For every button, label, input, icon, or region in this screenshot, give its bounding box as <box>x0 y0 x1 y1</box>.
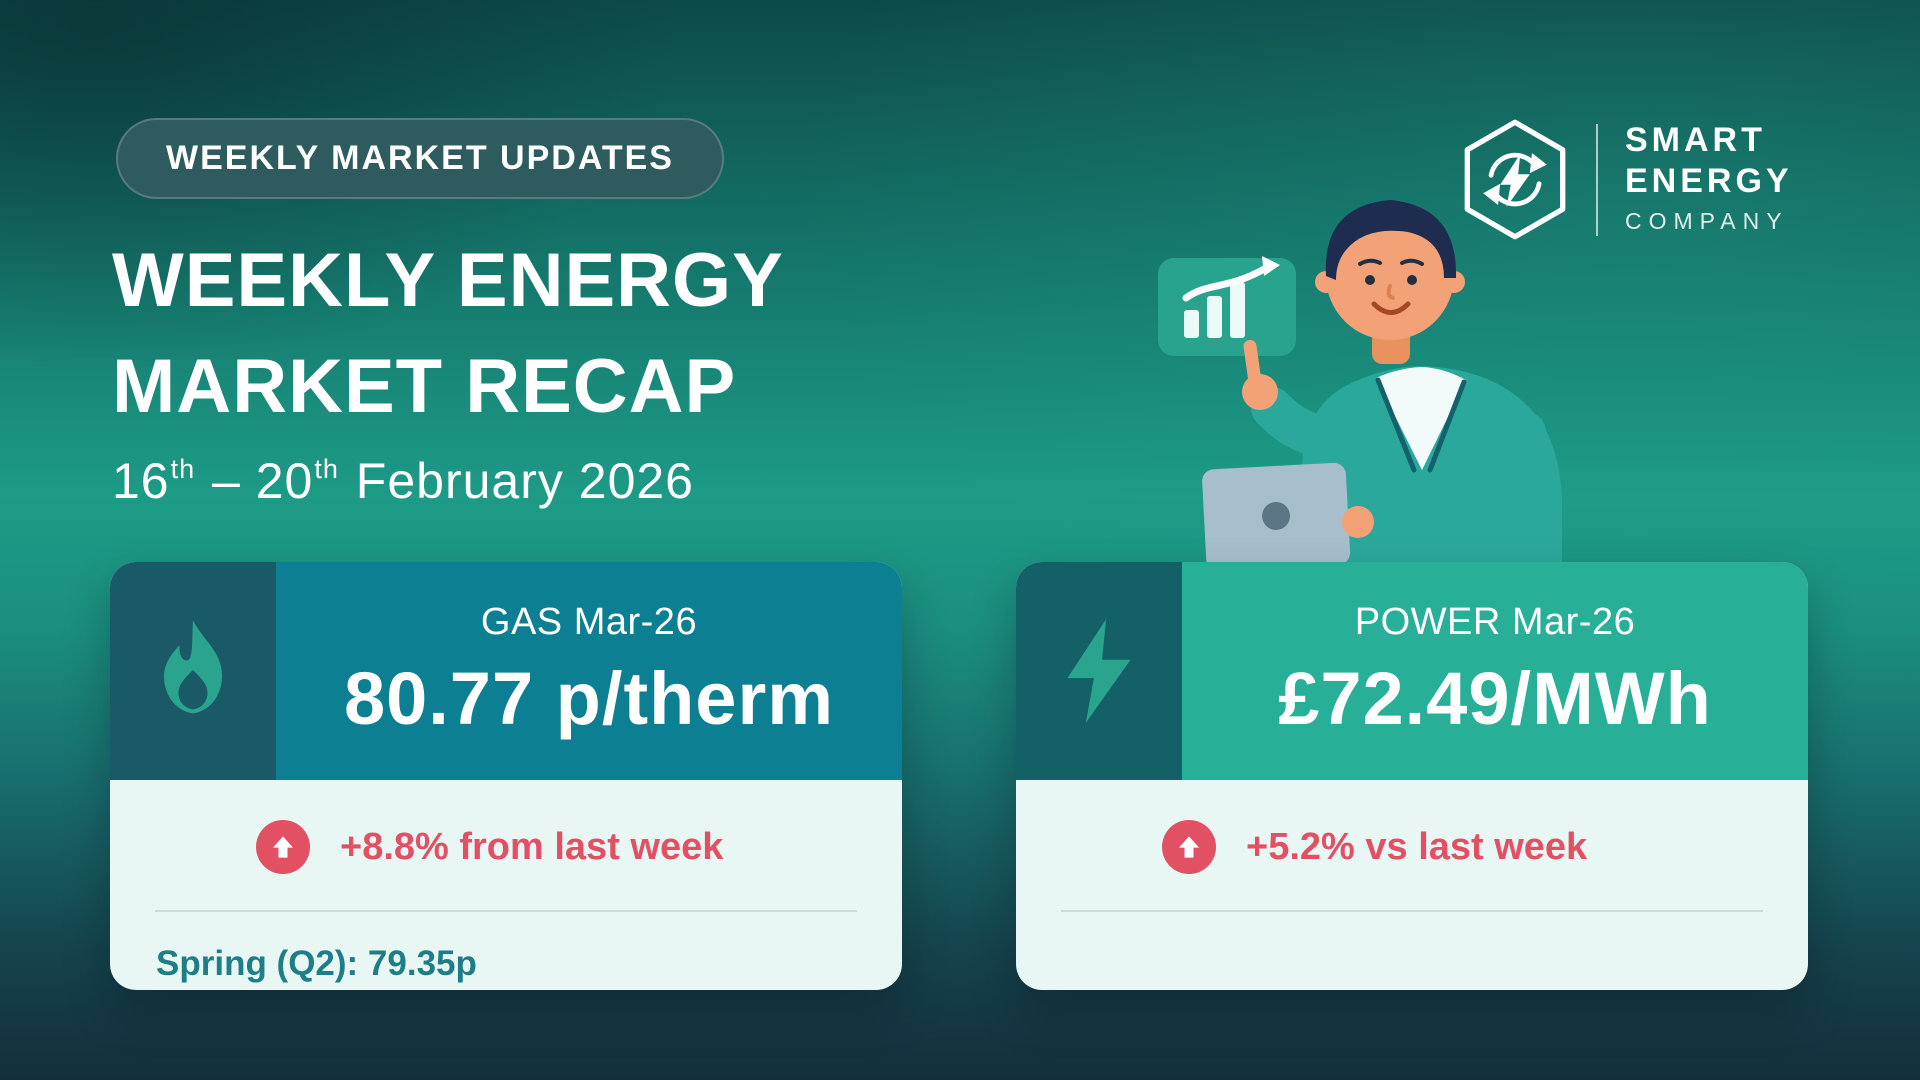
flame-icon <box>163 620 223 714</box>
title-line-2: MARKET RECAP <box>112 344 737 429</box>
power-change-text: +5.2% vs last week <box>1246 825 1588 868</box>
gas-card-header: GAS Mar-26 80.77 p/therm <box>110 562 902 780</box>
chart-icon <box>1158 256 1296 356</box>
power-card-header: POWER Mar-26 £72.49/MWh <box>1016 562 1808 780</box>
date-part: – 20 <box>197 453 314 509</box>
gas-contract-label: GAS Mar-26 <box>480 601 698 643</box>
date-part: February 2026 <box>340 453 694 509</box>
power-icon-cell <box>1016 562 1182 780</box>
up-arrow-glyph <box>273 836 293 858</box>
page-title: WEEKLY ENERGY MARKET RECAP <box>112 228 784 440</box>
date-superscript: th <box>170 454 196 484</box>
power-price-value: £72.49/MWh <box>1278 657 1712 740</box>
power-price-card: POWER Mar-26 £72.49/MWh +5.2% vs last we… <box>1016 562 1808 990</box>
divider <box>155 910 857 912</box>
gas-change-row: +8.8% from last week <box>256 820 902 874</box>
date-range: 16th – 20th February 2026 <box>112 452 694 510</box>
hexagon-bolt-icon <box>1464 119 1566 240</box>
power-contract-label: POWER Mar-26 <box>1354 601 1636 643</box>
power-change-row: +5.2% vs last week <box>1162 820 1808 874</box>
divider <box>1061 910 1763 912</box>
brand-word-company: COMPANY <box>1625 207 1789 234</box>
gas-price-card: GAS Mar-26 80.77 p/therm +8.8% from last… <box>110 562 902 990</box>
man-pointing-at-chart-illustration <box>1158 200 1562 580</box>
weekly-updates-badge: WEEKLY MARKET UPDATES <box>116 118 724 199</box>
laptop <box>1202 462 1351 572</box>
up-arrow-glyph <box>1179 836 1199 858</box>
date-part: 16 <box>112 453 170 509</box>
gas-spring-note: Spring (Q2): 79.35p <box>156 944 477 983</box>
power-card-main: POWER Mar-26 £72.49/MWh <box>1182 562 1808 780</box>
up-arrow-icon <box>1162 820 1216 874</box>
gas-icon-cell <box>110 562 276 780</box>
brand-logo: SMART ENERGY COMPANY <box>1462 118 1793 241</box>
gas-card-main: GAS Mar-26 80.77 p/therm <box>276 562 902 780</box>
up-arrow-icon <box>256 820 310 874</box>
logo-divider <box>1596 123 1598 236</box>
bolt-icon <box>1067 619 1131 723</box>
brand-word-energy: ENERGY <box>1625 161 1793 200</box>
date-superscript: th <box>314 454 339 484</box>
brand-name: SMART ENERGY COMPANY <box>1625 120 1793 240</box>
gas-price-value: 80.77 p/therm <box>343 657 835 740</box>
brand-word-smart: SMART <box>1625 120 1766 159</box>
badge-label: WEEKLY MARKET UPDATES <box>166 139 674 177</box>
title-line-1: WEEKLY ENERGY <box>112 238 784 323</box>
gas-change-text: +8.8% from last week <box>340 825 724 868</box>
